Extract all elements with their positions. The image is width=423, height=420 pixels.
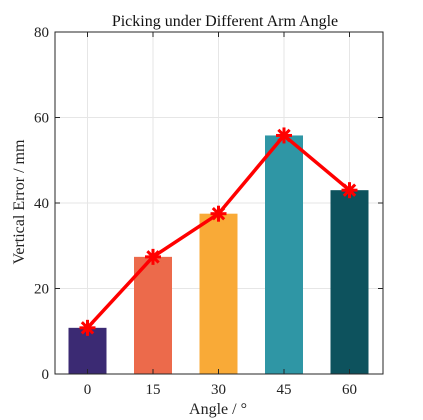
x-tick-label: 15 [146, 382, 161, 398]
x-tick-label: 0 [84, 382, 92, 398]
y-tick-label: 80 [34, 25, 49, 41]
bar-45 [265, 135, 303, 374]
bar-30 [199, 213, 238, 374]
trend-marker-15 [145, 248, 161, 265]
y-tick-label: 40 [34, 196, 49, 212]
y-tick-label: 60 [34, 111, 49, 127]
marker-stroke [80, 321, 95, 335]
bar-15 [134, 256, 172, 374]
x-tick-label: 60 [342, 382, 357, 398]
x-axis-label: Angle / ° [189, 401, 247, 418]
marker-stroke [146, 250, 160, 264]
chart-title: Picking under Different Arm Angle [112, 13, 338, 30]
trend-line [79, 127, 358, 336]
axes: 0 20 40 60 80 0 15 30 45 60 [34, 25, 384, 398]
y-axis-label: Vertical Error / mm [11, 139, 28, 264]
trend-marker-30 [210, 205, 227, 222]
trend-marker-45 [276, 127, 292, 144]
trend-marker-60 [341, 182, 358, 199]
marker-stroke [277, 128, 291, 143]
marker-stroke [342, 183, 357, 197]
trend-marker-0 [79, 319, 96, 336]
x-tick-label: 30 [211, 382, 226, 398]
y-tick-label: 20 [34, 282, 49, 298]
y-tick-label: 0 [42, 367, 50, 383]
x-tick-label: 45 [277, 382, 292, 398]
marker-stroke [211, 206, 226, 221]
bar-60 [330, 190, 369, 374]
